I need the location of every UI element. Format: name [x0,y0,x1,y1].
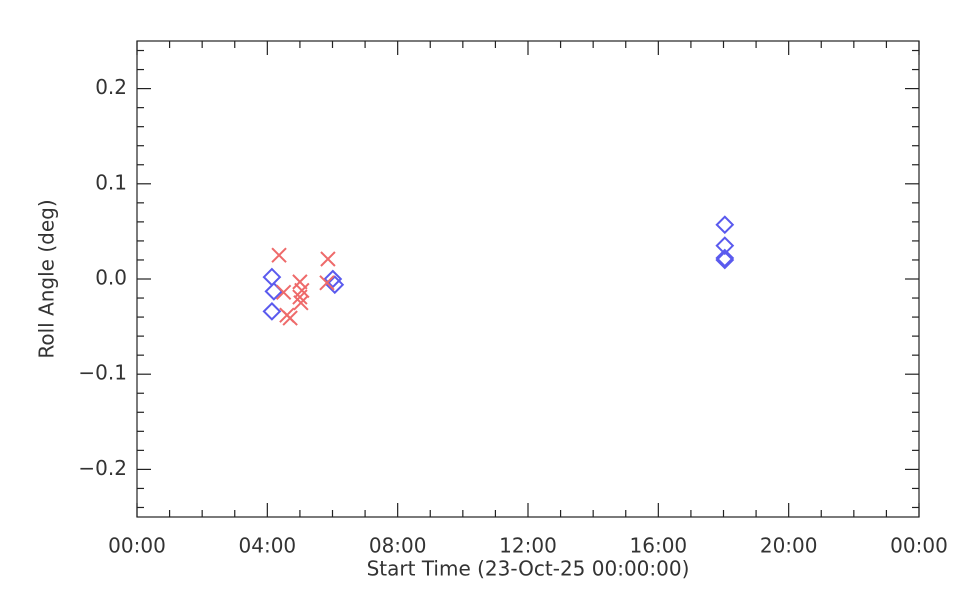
x-tick-label: 00:00 [108,534,166,558]
x-point [319,275,335,291]
x-point [271,247,287,263]
x-tick-label: 08:00 [369,534,427,558]
y-tick-label: 0.0 [95,266,127,290]
x-point [275,284,292,301]
x-tick-label: 04:00 [239,534,297,558]
x-point [282,310,298,326]
x-point [320,251,336,267]
diamond-point [262,267,282,287]
diamond-point [325,275,345,295]
diamond-point [262,301,282,321]
y-tick-label: 0.2 [95,75,127,99]
diamond-point [715,248,735,268]
x-point [292,289,308,305]
y-tick-label: −0.1 [78,361,127,385]
x-tick-label: 12:00 [499,534,557,558]
x-tick-label: 00:00 [890,534,948,558]
y-tick-label: 0.1 [95,170,127,194]
x-point [293,295,309,311]
x-axis-label: Start Time (23-Oct-25 00:00:00) [367,557,690,581]
x-tick-label: 20:00 [760,534,818,558]
diamond-point [715,250,735,270]
y-tick-label: −0.2 [78,456,127,480]
x-tick-label: 16:00 [630,534,688,558]
plot-frame [136,40,920,518]
diamond-point [715,215,735,235]
y-axis-label: Roll Angle (deg) [35,199,59,358]
diamond-point [323,269,343,289]
diamond-point [715,236,735,256]
